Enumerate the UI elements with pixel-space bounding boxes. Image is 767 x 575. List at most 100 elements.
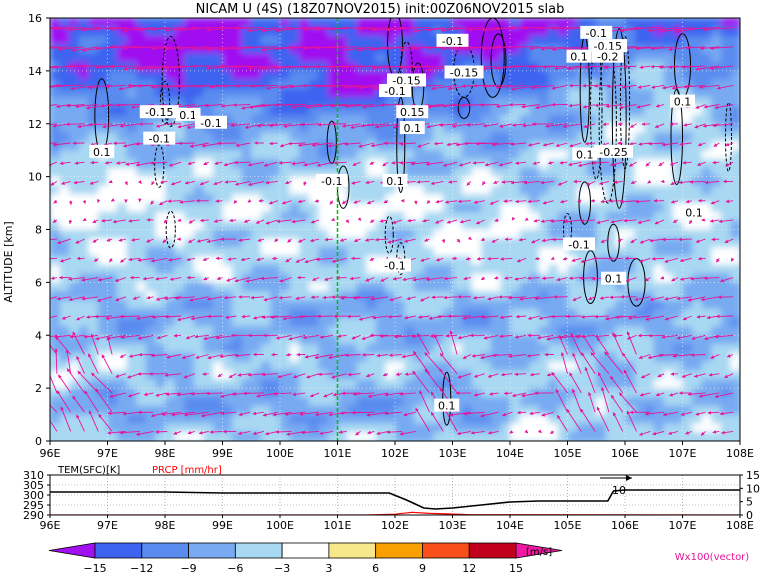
heatmap-cell (433, 70, 444, 81)
heatmap-cell (155, 88, 166, 98)
heatmap-cell (711, 423, 722, 433)
wind-vector-arrow (279, 277, 292, 283)
heatmap-cell (653, 229, 664, 239)
heatmap-cell (385, 326, 396, 336)
heatmap-cell (529, 106, 540, 116)
heatmap-cell (442, 432, 454, 441)
heatmap-cell (212, 203, 224, 213)
heatmap-cell (107, 282, 118, 292)
heatmap-cell (107, 379, 118, 389)
heatmap-cell (184, 229, 195, 239)
heatmap-cell (557, 432, 569, 441)
heatmap-cell (538, 150, 549, 160)
heatmap-cell (251, 432, 262, 441)
heatmap-cell (222, 18, 233, 28)
heatmap-cell (299, 70, 310, 81)
contour-line (670, 88, 683, 186)
heatmap-cell (174, 150, 185, 160)
heatmap-cell (490, 185, 502, 195)
heatmap-cell (69, 247, 80, 257)
heatmap-cell (663, 106, 674, 116)
heatmap-cell (308, 18, 319, 28)
heatmap-cell (308, 335, 319, 345)
heatmap-cell (510, 396, 521, 407)
wind-vector-arrow (248, 45, 278, 50)
wind-vector-arrow (568, 103, 582, 108)
heatmap-cell (538, 167, 549, 178)
wind-vector-arrow (352, 392, 375, 396)
heatmap-cell (184, 264, 195, 275)
heatmap-cell (193, 150, 204, 160)
heatmap-cell (644, 70, 655, 81)
wind-vector-arrow (612, 334, 623, 338)
heatmap-cell (404, 291, 415, 301)
heatmap-cell (97, 432, 109, 441)
heatmap-cell (366, 167, 377, 178)
heatmap-cell (423, 53, 434, 63)
wind-vector-arrow (194, 84, 223, 89)
wind-vector-arrow (341, 391, 361, 396)
wind-vector-arrow (551, 371, 568, 394)
heatmap-cell (433, 282, 444, 292)
subplot-x-tick-label: 98E (155, 519, 176, 532)
wind-vector-arrow (98, 414, 113, 432)
wind-vector-arrow (637, 84, 651, 89)
heatmap-cell (184, 70, 195, 81)
heatmap-cell (59, 26, 70, 37)
heatmap-cell (519, 194, 530, 204)
heatmap-cell (452, 106, 463, 116)
heatmap-cell (672, 18, 684, 28)
heatmap-cell (78, 150, 89, 160)
heatmap-cell (327, 53, 339, 63)
heatmap-cell (586, 255, 597, 266)
wind-vector-arrow (407, 218, 416, 223)
heatmap-cell (356, 282, 367, 292)
heatmap-cell (519, 405, 530, 416)
heatmap-cell (557, 379, 569, 389)
heatmap-cell (423, 203, 434, 213)
heatmap-cell (270, 229, 281, 239)
heatmap-cell (730, 18, 740, 28)
wind-vector-arrow (375, 123, 402, 129)
wind-vector-arrow (417, 142, 430, 148)
heatmap-cell (462, 44, 473, 54)
heatmap-cell (385, 194, 396, 204)
heatmap-cell (625, 405, 636, 416)
heatmap-cell (289, 344, 300, 354)
contour-label-text: 0.1 (685, 207, 703, 220)
heatmap-cell (481, 44, 492, 54)
heatmap-cell (203, 62, 214, 72)
heatmap-cell (203, 273, 214, 283)
wind-vector-arrow (472, 161, 485, 165)
heatmap-cell (567, 282, 578, 292)
heatmap-cell (184, 238, 195, 248)
heatmap-cell (299, 79, 310, 90)
wind-vector-arrow (158, 200, 168, 206)
heatmap-cell (97, 123, 109, 134)
heatmap-cell (299, 132, 310, 142)
heatmap-cell (107, 247, 118, 257)
contour-line (578, 181, 591, 225)
heatmap-cell (538, 220, 549, 231)
wind-vector-arrow (670, 372, 678, 376)
wind-vector-arrow (515, 161, 527, 165)
heatmap-cell (682, 176, 693, 187)
heatmap-cell (260, 291, 272, 301)
heatmap-cell (193, 264, 204, 275)
heatmap-cell (711, 114, 722, 125)
wind-vector-arrow (446, 219, 458, 224)
heatmap-cell (318, 273, 329, 283)
heatmap-cell (682, 352, 693, 363)
heatmap-cell (107, 220, 118, 231)
heatmap-cell (375, 379, 387, 389)
heatmap-cell (433, 97, 444, 107)
wind-vector-arrow (664, 315, 679, 321)
heatmap-cell (701, 317, 712, 328)
wind-vector-arrow (240, 257, 251, 262)
wind-vector-arrow (671, 277, 679, 282)
heatmap-cell (557, 282, 569, 292)
wind-vector-arrow (716, 84, 734, 90)
heatmap-cell (270, 185, 281, 195)
heatmap-cell (299, 123, 310, 134)
heatmap-cell (241, 361, 252, 372)
